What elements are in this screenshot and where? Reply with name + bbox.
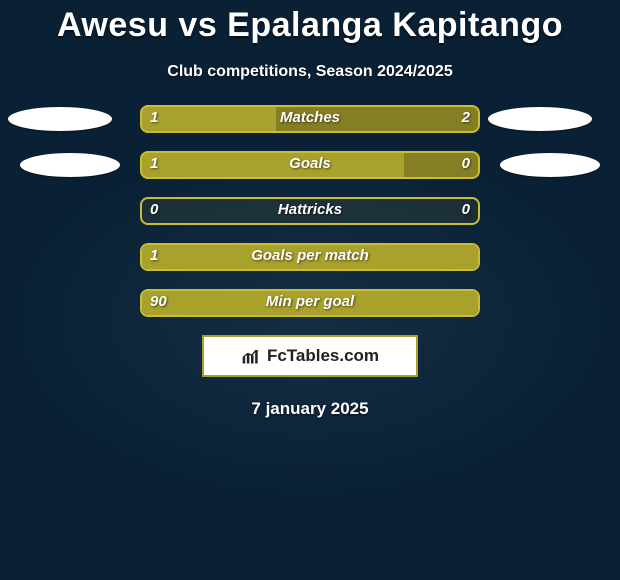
stat-row: 1Goals per match — [0, 243, 620, 271]
stat-label: Min per goal — [140, 289, 480, 317]
player-badge-right — [500, 153, 600, 177]
stat-bar: 1Goals per match — [140, 243, 480, 271]
stat-bar: 00Hattricks — [140, 197, 480, 225]
stat-row: 90Min per goal — [0, 289, 620, 317]
stat-label: Goals per match — [140, 243, 480, 271]
stat-label: Hattricks — [140, 197, 480, 225]
player-badge-left — [8, 107, 112, 131]
brand-text: FcTables.com — [267, 346, 379, 366]
stat-label: Matches — [140, 105, 480, 133]
stat-bar: 90Min per goal — [140, 289, 480, 317]
date-text: 7 january 2025 — [0, 399, 620, 419]
stat-row: 00Hattricks — [0, 197, 620, 225]
brand-badge-inner: FcTables.com — [241, 346, 379, 366]
stat-bar: 12Matches — [140, 105, 480, 133]
player-badge-right — [488, 107, 592, 131]
player-badge-left — [20, 153, 120, 177]
stats-area: 12Matches 10Goals 00Hattricks 1Goals per ma… — [0, 105, 620, 317]
brand-badge[interactable]: FcTables.com — [202, 335, 418, 377]
page-title: Awesu vs Epalanga Kapitango — [0, 0, 620, 45]
chart-icon — [241, 346, 261, 366]
stat-label: Goals — [140, 151, 480, 179]
subtitle: Club competitions, Season 2024/2025 — [0, 63, 620, 81]
stat-bar: 10Goals — [140, 151, 480, 179]
content-root: Awesu vs Epalanga Kapitango Club competi… — [0, 0, 620, 580]
